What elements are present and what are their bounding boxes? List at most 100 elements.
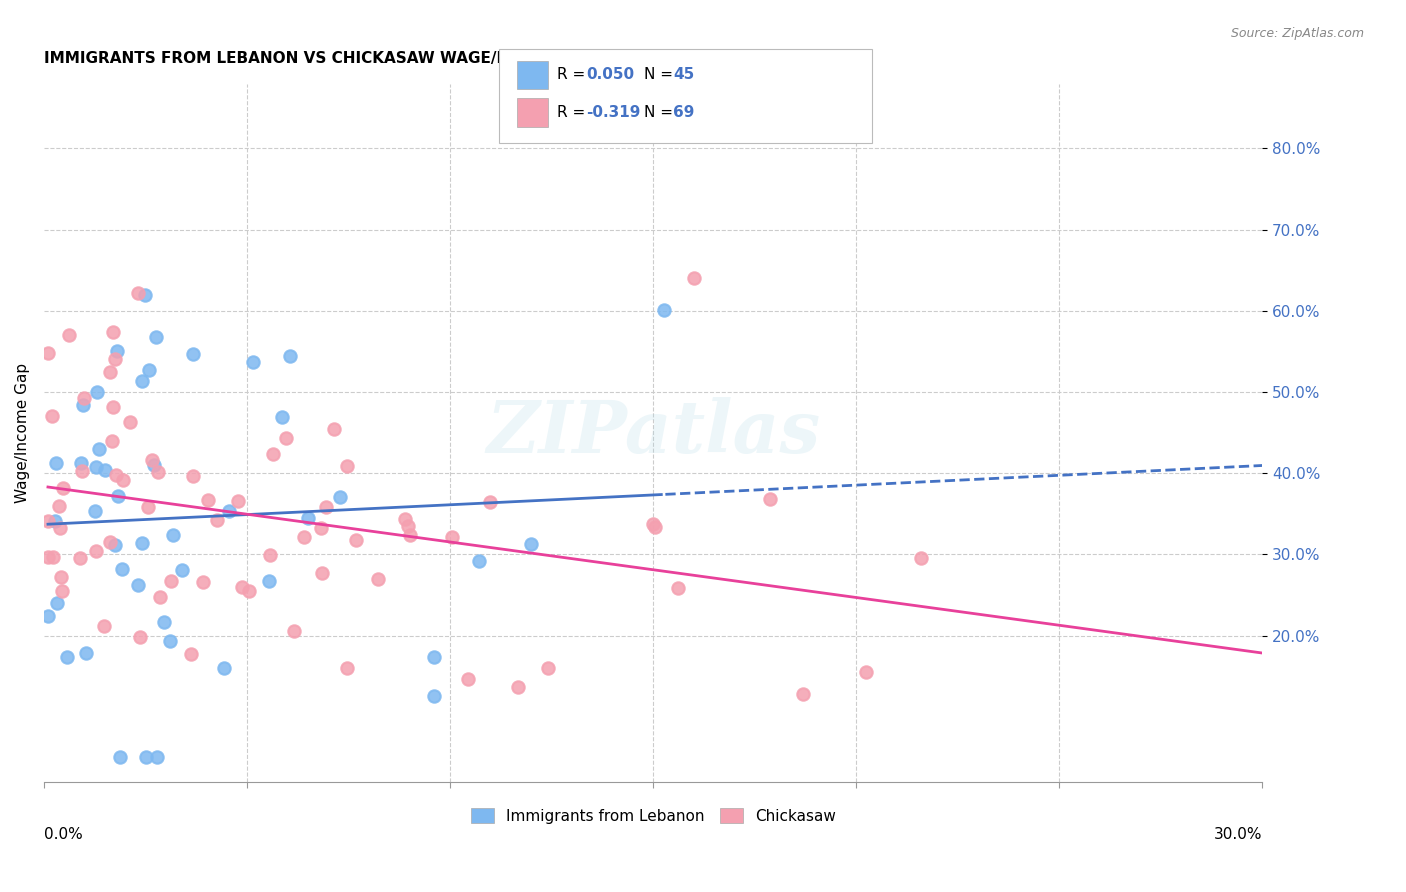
Point (37, 609, 59, 624)
Point (105, 468, 128, 483)
Point (104, 538, 127, 552)
Point (259, 549, 281, 563)
Point (51, 583, 73, 598)
Point (180, 648, 202, 662)
Y-axis label: Wage/Income Gap: Wage/Income Gap (15, 362, 30, 503)
Point (394, 512, 416, 526)
Point (193, 574, 215, 589)
Point (423, 689, 446, 703)
Point (131, 374, 153, 388)
Point (367, 572, 389, 586)
Text: Source: ZipAtlas.com: Source: ZipAtlas.com (1230, 27, 1364, 40)
Text: N =: N = (644, 68, 678, 82)
Point (855, 665, 877, 679)
Text: N =: N = (644, 105, 678, 120)
Point (226, 494, 249, 508)
Point (274, 431, 297, 445)
Point (270, 409, 292, 424)
Point (86, 384, 108, 399)
Point (218, 504, 240, 518)
Point (641, 517, 664, 532)
Point (93, 619, 115, 633)
Point (792, 688, 814, 702)
Point (283, 624, 305, 639)
Point (104, 352, 127, 367)
Point (98, 535, 121, 549)
Point (73, 391, 96, 405)
Point (262, 447, 284, 461)
Point (212, 661, 235, 675)
Point (399, 527, 422, 541)
Point (259, 574, 281, 588)
Point (238, 584, 260, 599)
Text: R =: R = (557, 68, 591, 82)
Point (149, 590, 172, 604)
Point (70, 456, 93, 470)
Text: IMMIGRANTS FROM LEBANON VS CHICKASAW WAGE/INCOME GAP CORRELATION CHART: IMMIGRANTS FROM LEBANON VS CHICKASAW WAG… (44, 51, 793, 66)
Point (52, 481, 75, 495)
Point (70, 465, 93, 479)
Point (506, 680, 529, 694)
Point (72, 398, 94, 412)
Point (69, 551, 91, 566)
Point (181, 469, 204, 483)
Point (328, 491, 350, 505)
Point (98, 365, 121, 379)
Point (134, 287, 156, 301)
Text: R =: R = (557, 105, 591, 120)
Text: 30.0%: 30.0% (1213, 827, 1263, 842)
Point (668, 581, 690, 595)
Point (86, 460, 108, 475)
Point (83, 504, 105, 518)
Point (159, 574, 181, 588)
Point (311, 521, 333, 535)
Point (311, 566, 333, 580)
Point (101, 325, 124, 339)
Point (278, 350, 301, 364)
Point (41, 550, 63, 565)
Text: 45: 45 (673, 68, 695, 82)
Point (58, 328, 80, 343)
Text: 0.0%: 0.0% (44, 827, 83, 842)
Point (910, 550, 932, 565)
Point (297, 511, 319, 525)
Point (758, 492, 780, 507)
Point (94, 462, 117, 476)
Point (441, 529, 464, 543)
Point (101, 434, 124, 449)
Text: 0.050: 0.050 (586, 68, 634, 82)
Point (45, 596, 67, 610)
Text: -0.319: -0.319 (586, 105, 641, 120)
Text: 69: 69 (673, 105, 695, 120)
Point (138, 363, 160, 377)
Point (49, 521, 72, 535)
Point (170, 563, 193, 577)
Point (108, 750, 131, 764)
Point (120, 416, 142, 430)
Point (396, 518, 419, 533)
Point (644, 520, 666, 534)
Point (344, 533, 367, 548)
Point (315, 500, 337, 515)
Point (146, 466, 169, 480)
Point (292, 530, 315, 544)
Point (336, 661, 359, 675)
Text: ZIPatlas: ZIPatlas (486, 397, 820, 468)
Point (520, 537, 543, 551)
Point (145, 330, 167, 344)
Point (111, 473, 134, 487)
Point (84, 544, 107, 558)
Point (181, 347, 204, 361)
Point (127, 285, 149, 300)
Point (231, 580, 253, 594)
Point (141, 453, 163, 467)
Point (135, 750, 157, 764)
Point (422, 650, 444, 665)
Point (45, 456, 67, 470)
Point (142, 458, 165, 473)
Point (105, 344, 128, 359)
Point (207, 513, 229, 527)
Point (75, 646, 97, 660)
Point (111, 562, 134, 576)
Point (127, 578, 149, 592)
